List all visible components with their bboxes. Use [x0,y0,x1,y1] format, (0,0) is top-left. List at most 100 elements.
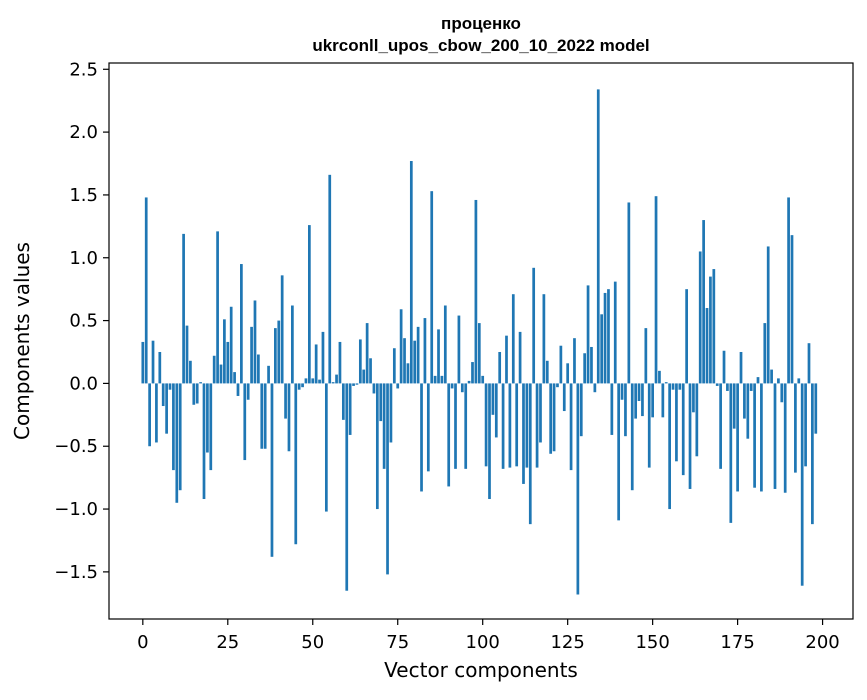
bar [576,383,580,595]
bar [726,383,729,391]
chart-subtitle: ukrconll_upos_cbow_200_10_2022 model [312,36,649,55]
bar [416,326,420,384]
bar [287,383,291,452]
x-tick-label: 125 [550,632,584,653]
bar [770,369,773,384]
bar [777,378,780,384]
bar [168,383,172,390]
bar [753,383,756,488]
bar [182,233,185,384]
bar [607,289,610,384]
bar [257,354,260,384]
bar [515,383,519,467]
bar [800,383,804,586]
bar [484,383,488,467]
bar [814,383,818,434]
bar [722,350,726,384]
bar [583,353,587,384]
bar [797,378,801,384]
bar [382,383,386,469]
bar [579,383,583,437]
bar [467,380,471,384]
bar [719,383,722,469]
bar [675,383,678,462]
bar [369,358,372,384]
bar [348,383,352,435]
bar [613,281,617,384]
bar [345,383,349,591]
bar [301,383,304,388]
bar [253,300,257,384]
y-tick-label: 1.5 [69,185,98,206]
bar [277,320,281,384]
y-tick-label: 2.5 [69,59,98,80]
bar [695,383,699,457]
bar [355,383,359,385]
bar [454,383,457,469]
bar [151,340,155,384]
bar [590,346,593,384]
bar [552,383,556,452]
y-tick-label: 2.0 [69,122,98,143]
bar [732,383,736,429]
y-tick-label: 0.0 [69,373,98,394]
bar [189,360,192,384]
bar [243,383,247,461]
bar [430,191,434,384]
bar [712,269,716,384]
bar [379,383,383,422]
bar [647,383,651,468]
bar [471,362,474,384]
bar [736,383,739,492]
bar [773,383,777,489]
bar [743,383,746,419]
bar [624,383,627,437]
bar [532,267,536,384]
y-axis: −1.5 −1.0 −0.5 0.0 0.5 1.0 1.5 2.0 2.5 [54,59,109,583]
bar [664,382,668,384]
bar [508,383,512,468]
bar [566,363,570,384]
bar [671,383,675,390]
bar [155,383,158,443]
y-tick-label: 0.5 [69,311,98,332]
bar [409,161,413,384]
bar [702,220,705,384]
bar [518,331,522,384]
bar [556,383,559,388]
bar [460,383,464,393]
bar [270,383,274,557]
bar [481,375,485,384]
bar [437,329,440,384]
bar [192,383,196,405]
bar [790,235,794,384]
bar [528,383,532,525]
bar [549,383,553,454]
bar [185,325,189,384]
bar [321,331,325,384]
bar [324,383,328,512]
bar [141,341,145,384]
x-tick-label: 100 [466,632,500,653]
bar [443,305,447,384]
bar [501,383,505,469]
bar [172,383,175,471]
bar [559,345,563,384]
bar [654,196,658,384]
bar [511,294,515,384]
y-tick-label: −1.5 [54,562,98,583]
bar [399,309,403,384]
bar [593,383,597,393]
bar [413,340,417,384]
bar [338,341,342,384]
bar [630,383,634,491]
bar [766,246,770,384]
bar [447,383,451,487]
bar [358,339,362,384]
x-tick-label: 150 [635,632,669,653]
bar [202,383,206,500]
bar [216,231,219,384]
bar [746,383,750,439]
bar [678,383,682,390]
